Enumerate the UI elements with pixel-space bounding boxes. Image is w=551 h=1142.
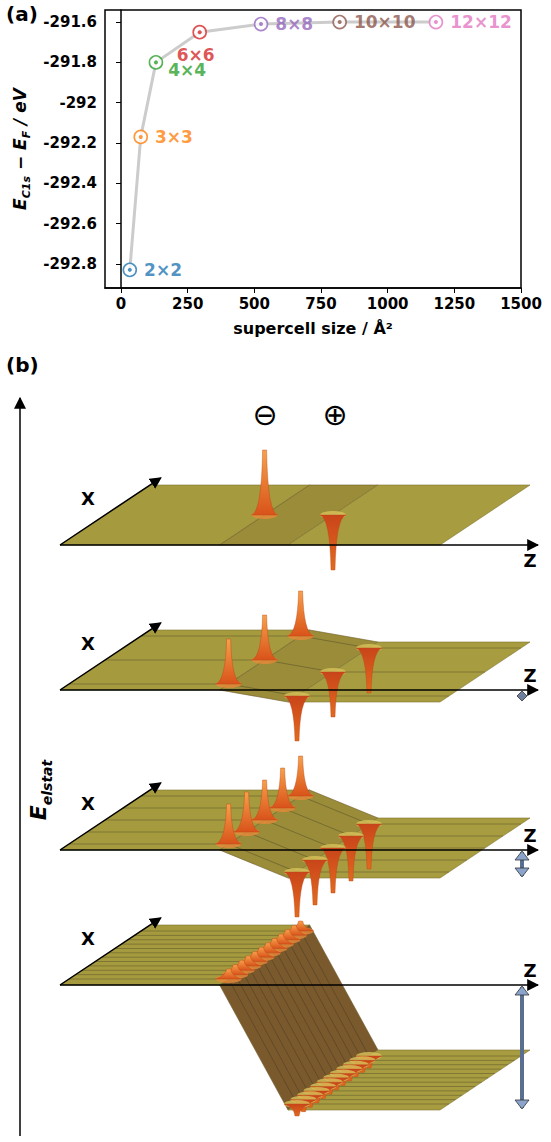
svg-text:-291.8: -291.8 — [43, 53, 97, 71]
svg-text:C1s: C1s — [20, 176, 33, 199]
svg-text:3×3: 3×3 — [155, 127, 193, 147]
svg-text:-292: -292 — [59, 94, 97, 112]
svg-text:500: 500 — [239, 295, 270, 313]
svg-text:Z: Z — [523, 825, 536, 846]
svg-text:-292.8: -292.8 — [43, 255, 97, 273]
svg-text:1000: 1000 — [367, 295, 409, 313]
svg-text:Eelstat: Eelstat — [26, 758, 55, 820]
svg-text:X: X — [81, 488, 95, 509]
svg-text:X: X — [81, 928, 95, 949]
svg-text:Z: Z — [523, 665, 536, 686]
svg-text:1500: 1500 — [500, 295, 542, 313]
svg-text:-292.4: -292.4 — [43, 174, 97, 192]
svg-text:Z: Z — [523, 550, 536, 571]
svg-text:250: 250 — [172, 295, 203, 313]
svg-text:12×12: 12×12 — [450, 12, 512, 32]
svg-text:4×4: 4×4 — [168, 60, 207, 81]
svg-text:(b): (b) — [6, 353, 39, 377]
svg-text:8×8: 8×8 — [275, 14, 313, 34]
html-text:(a): (a) — [6, 2, 38, 26]
svg-text:E: E — [10, 198, 30, 210]
svg-text:1250: 1250 — [433, 295, 475, 313]
svg-text:-291.6: -291.6 — [43, 13, 97, 31]
svg-text:2×2: 2×2 — [144, 260, 182, 280]
svg-text:/ eV: / eV — [10, 86, 30, 131]
svg-text:X: X — [81, 633, 95, 654]
svg-text:⊕: ⊕ — [322, 397, 347, 432]
svg-text:X: X — [81, 793, 95, 814]
svg-text:-292.6: -292.6 — [43, 215, 97, 233]
svg-text:-292.2: -292.2 — [43, 134, 97, 152]
svg-text:⊖: ⊖ — [252, 397, 277, 432]
svg-text:− E: − E — [10, 138, 30, 176]
svg-text:750: 750 — [305, 295, 336, 313]
svg-text:6×6: 6×6 — [177, 45, 215, 65]
svg-text:F: F — [20, 130, 34, 139]
svg-text:10×10: 10×10 — [354, 12, 416, 32]
svg-text:Z: Z — [523, 960, 536, 981]
svg-text:supercell size / Å²: supercell size / Å² — [233, 319, 393, 338]
svg-text:0: 0 — [116, 295, 126, 313]
